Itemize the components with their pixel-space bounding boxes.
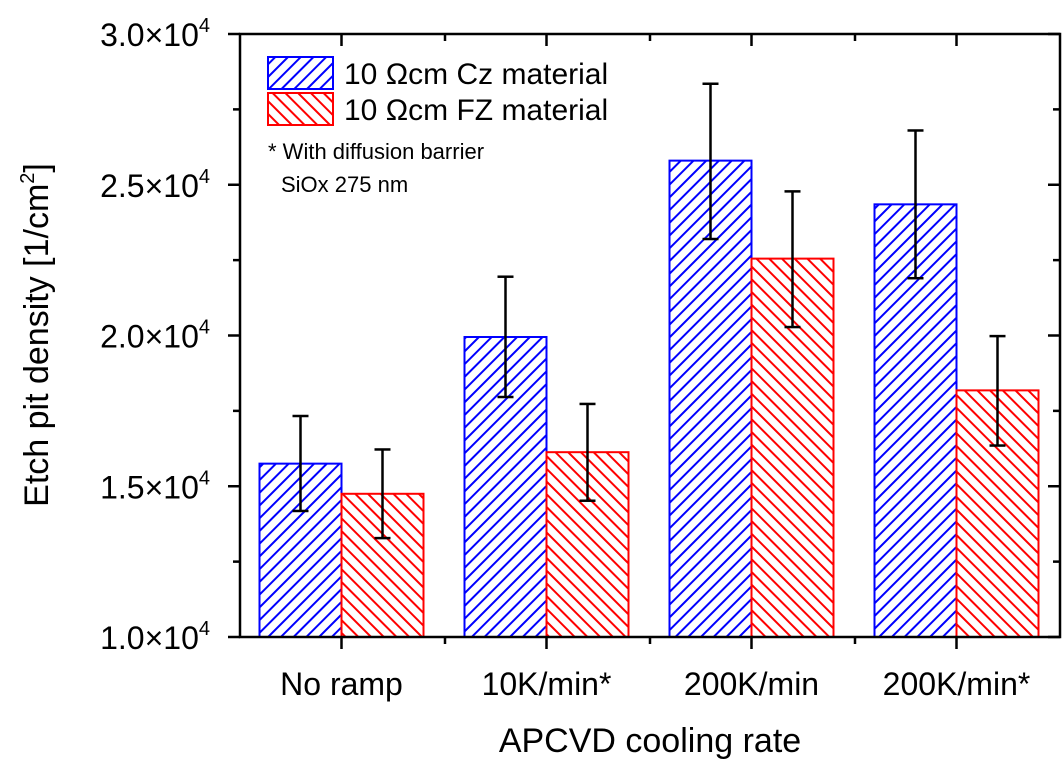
y-tick-label: 1.0×104 — [100, 618, 210, 656]
error-bar-fz-3 — [989, 334, 1006, 447]
y-axis-title-sup: 2 — [17, 173, 39, 184]
error-bar-cz-0 — [292, 414, 309, 513]
x-axis-ticks — [340, 34, 958, 649]
y-tick-label: 2.5×104 — [100, 166, 210, 204]
legend-item-fz: 10 Ωcm FZ material — [267, 92, 608, 127]
x-tick-label: No ramp — [280, 666, 403, 702]
y-axis-ticks — [228, 32, 1060, 639]
legend-label-cz: 10 Ωcm Cz material — [344, 58, 608, 91]
x-tick-label: 10K/min* — [482, 666, 612, 702]
bars-layer — [258, 159, 1040, 639]
legend-item-cz: 10 Ωcm Cz material — [267, 56, 608, 91]
error-bar-fz-0 — [374, 448, 391, 540]
y-axis-title-suffix: ] — [18, 163, 56, 172]
bar-fz-1 — [545, 451, 630, 639]
annotation-line-1: * With diffusion barrier — [268, 139, 484, 164]
y-tick-label: 2.0×104 — [100, 317, 210, 355]
legend: 10 Ωcm Cz material 10 Ωcm FZ material — [267, 56, 608, 127]
error-bar-fz-1 — [579, 402, 596, 502]
y-axis-title-main: Etch pit density [1/cm — [18, 184, 56, 507]
x-tick-label: 200K/min* — [883, 666, 1031, 702]
error-bar-cz-2 — [702, 82, 719, 241]
y-axis-tick-labels: 1.0×104 1.5×104 2.0×104 2.5×104 3.0×104 — [100, 15, 210, 656]
x-axis-title: APCVD cooling rate — [499, 722, 801, 760]
legend-label-fz: 10 Ωcm FZ material — [344, 94, 608, 127]
error-bar-cz-3 — [907, 129, 924, 280]
error-bar-cz-1 — [497, 275, 514, 399]
legend-swatch-cz — [267, 56, 334, 90]
y-axis-title: Etch pit density [1/cm2] — [17, 163, 56, 507]
error-bars-layer — [292, 82, 1006, 540]
legend-swatch-fz — [267, 92, 334, 126]
error-bar-fz-2 — [784, 190, 801, 329]
x-axis-tick-labels: No ramp 10K/min* 200K/min 200K/min* — [280, 666, 1030, 702]
annotation-line-2: SiOx 275 nm — [281, 172, 408, 197]
y-tick-label: 3.0×104 — [100, 15, 210, 53]
y-tick-label: 1.5×104 — [100, 467, 210, 505]
x-tick-label: 200K/min — [684, 666, 819, 702]
